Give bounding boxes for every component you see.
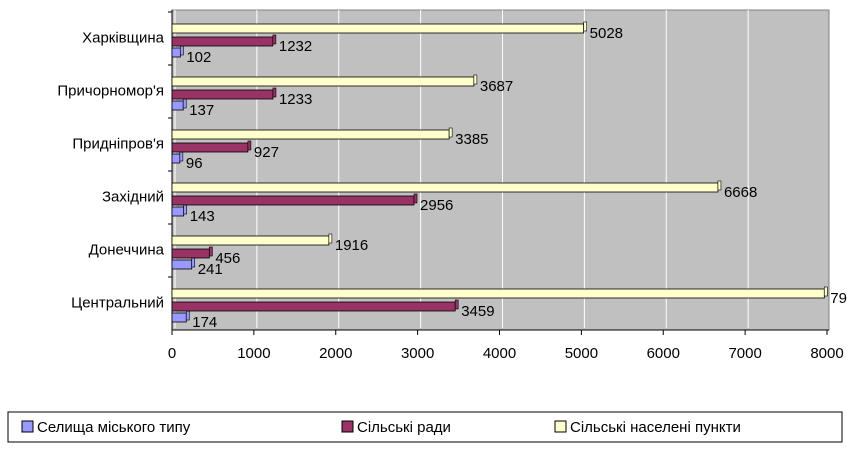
bar-side — [180, 45, 184, 56]
bar — [171, 142, 249, 153]
x-tick-label: 3000 — [401, 345, 434, 362]
bar-side — [179, 151, 184, 162]
bar-side — [454, 299, 459, 310]
bar — [171, 301, 456, 312]
bar-side — [413, 193, 418, 204]
bar-side — [182, 98, 187, 109]
bar-side — [823, 286, 828, 297]
bar — [171, 312, 187, 323]
data-label: 5028 — [590, 25, 623, 42]
x-tick-label: 7000 — [728, 345, 761, 362]
bar — [171, 206, 185, 217]
data-label: 3459 — [461, 303, 494, 320]
legend-swatch — [341, 420, 354, 433]
bar-side — [191, 257, 196, 268]
x-tick-label: 6000 — [647, 345, 680, 362]
bar-side — [328, 233, 333, 244]
x-tick-label: 4000 — [483, 345, 516, 362]
bar — [171, 89, 274, 100]
bar — [171, 76, 475, 87]
x-tick-label: 1000 — [237, 345, 270, 362]
bar-side — [247, 140, 252, 151]
plot-area — [171, 9, 830, 331]
data-label: 102 — [186, 49, 211, 66]
y-tick-label: Харківщина — [82, 29, 165, 46]
x-tick-label: 8000 — [810, 345, 843, 362]
data-label: 3687 — [480, 78, 513, 95]
bar-side — [717, 180, 722, 191]
bar — [171, 259, 193, 270]
bar-side — [272, 34, 277, 45]
legend-label: Селища міського типу — [37, 419, 191, 436]
data-label: 2956 — [420, 197, 453, 214]
legend-swatch — [554, 420, 567, 433]
data-label: 456 — [215, 250, 240, 267]
y-tick-label: Придніпров'я — [72, 135, 164, 152]
y-tick-label: Донеччина — [89, 241, 165, 258]
bar — [171, 248, 210, 259]
bar — [171, 288, 825, 299]
data-label: 927 — [254, 144, 279, 161]
data-label: 1232 — [279, 38, 312, 55]
data-label: 1233 — [279, 91, 312, 108]
bar-side — [448, 127, 453, 138]
y-tick-label: Причорномор'я — [57, 82, 164, 99]
data-label: 137 — [189, 102, 214, 119]
bar — [171, 153, 181, 164]
data-label: 241 — [198, 261, 223, 278]
legend-label: Сільські населені пункти — [570, 419, 741, 436]
bar — [171, 36, 274, 47]
bar-side — [209, 246, 213, 257]
legend-label: Сільські ради — [357, 419, 451, 436]
data-label: 174 — [192, 314, 217, 331]
legend-swatch — [21, 420, 34, 433]
data-label: 1916 — [335, 237, 368, 254]
bar-side — [272, 87, 277, 98]
x-tick-label: 2000 — [319, 345, 352, 362]
y-tick-label: Центральний — [71, 294, 164, 311]
bar-side — [473, 74, 478, 85]
bar — [171, 100, 184, 111]
x-tick-label: 5000 — [565, 345, 598, 362]
bar — [171, 235, 330, 246]
data-label: 7967 — [830, 290, 847, 307]
data-label: 3385 — [455, 131, 488, 148]
bar — [171, 129, 450, 140]
data-label: 6668 — [724, 184, 757, 201]
bar-side — [185, 310, 190, 321]
x-tick-label: 0 — [168, 345, 176, 362]
y-tick-label: Західний — [102, 188, 164, 205]
bar — [171, 195, 415, 206]
data-label: 143 — [190, 208, 215, 225]
legend-box — [7, 411, 843, 443]
bar — [171, 182, 719, 193]
bar-side — [583, 21, 587, 32]
data-label: 96 — [186, 155, 203, 172]
bar — [171, 23, 585, 34]
bar-side — [183, 204, 188, 215]
bar — [171, 47, 181, 58]
